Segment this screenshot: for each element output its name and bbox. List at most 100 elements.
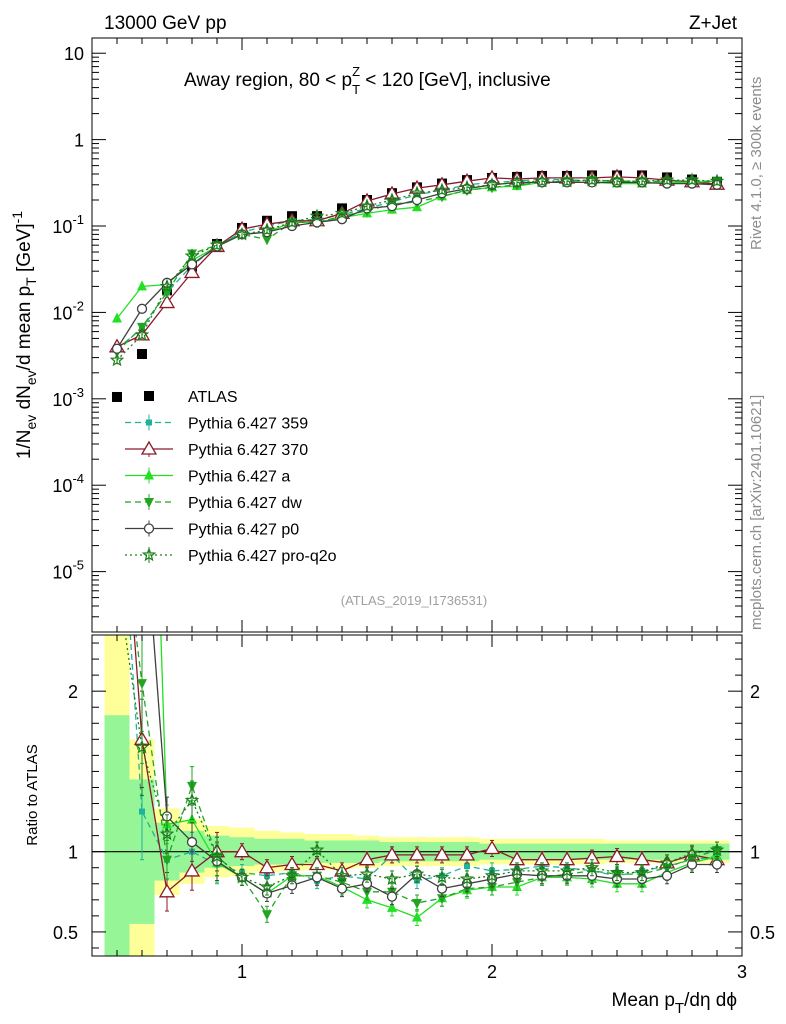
ratio-point-pythia-6-427-370 — [158, 883, 176, 898]
ratio-point-pythia-6-427-pro-q2o — [559, 863, 575, 878]
main-title-main: Away region, 80 < p — [184, 70, 352, 91]
ratio-point-pythia-6-427-pro-q2o — [634, 864, 650, 879]
legend-item-pythia-6-427-pro-q2o: Pythia 6.427 pro-q2o — [125, 547, 337, 565]
main-point-pythia-6-427-pro-q2o — [359, 198, 375, 213]
y-tick-label: 10-3 — [52, 385, 84, 410]
ratio-point-pythia-6-427-370 — [608, 848, 626, 863]
ratio-point-pythia-6-427-370 — [358, 851, 376, 866]
main-point-pythia-6-427-pro-q2o — [109, 352, 125, 367]
main-point-pythia-6-427-dw — [262, 235, 272, 246]
ratio-series-layer — [111, 43, 726, 927]
legend-marker — [141, 547, 157, 562]
ratio-point-pythia-6-427-p0 — [661, 870, 673, 881]
main-title-sup: Z — [352, 64, 360, 79]
main-point-pythia-6-427-pro-q2o — [209, 237, 225, 252]
legend-item-pythia-6-427-359: Pythia 6.427 359 — [125, 414, 308, 433]
y-tick-label: 10-1 — [52, 212, 84, 237]
ratio-point-pythia-6-427-pro-q2o — [384, 871, 400, 886]
ratio-y-tick-label-right: 1 — [750, 843, 760, 863]
ratio-point-pythia-6-427-pro-q2o — [159, 826, 175, 841]
main-title-tail: < 120 [GeV], inclusive — [360, 70, 551, 91]
main-point-atlas — [137, 349, 147, 360]
main-point-pythia-6-427-pro-q2o — [484, 177, 500, 191]
main-point-pythia-6-427-pro-q2o — [659, 172, 675, 187]
legend-item-pythia-6-427-p0: Pythia 6.427 p0 — [125, 520, 299, 539]
ratio-point-pythia-6-427-370 — [383, 846, 401, 861]
ratio-y-tick-label: 0.5 — [53, 923, 78, 943]
main-point-pythia-6-427-370 — [183, 264, 201, 279]
main-point-atlas — [112, 391, 122, 402]
main-point-pythia-6-427-pro-q2o — [534, 173, 550, 188]
main-point-pythia-6-427-pro-q2o — [334, 205, 350, 220]
ratio-y-tick-label: 2 — [68, 682, 78, 702]
main-point-pythia-6-427-pro-q2o — [684, 172, 700, 187]
legend-label: Pythia 6.427 370 — [188, 442, 308, 459]
ratio-point-pythia-6-427-pro-q2o — [284, 868, 300, 882]
main-point-pythia-6-427-pro-q2o — [309, 208, 325, 223]
ratio-point-pythia-6-427-a — [387, 901, 397, 912]
ratio-point-pythia-6-427-p0 — [711, 859, 723, 870]
legend-marker — [146, 419, 152, 426]
ratio-y-tick-label-right: 0.5 — [750, 923, 775, 943]
ratio-y-axis-label: Ratio to ATLAS — [24, 744, 41, 845]
ratio-y-tick-label: 1 — [68, 843, 78, 863]
ratio-point-pythia-6-427-370 — [433, 846, 451, 861]
main-point-pythia-6-427-pro-q2o — [159, 278, 175, 293]
rivet-version-label: Rivet 4.1.0, ≥ 300k events — [748, 77, 765, 250]
ratio-point-pythia-6-427-a — [412, 911, 422, 922]
main-point-pythia-6-427-pro-q2o — [559, 173, 575, 188]
main-point-pythia-6-427-pro-q2o — [584, 172, 600, 187]
y-tick-label: 10-2 — [52, 298, 84, 323]
ratio-y-tick-label-right: 2 — [750, 682, 760, 702]
energy-label: 13000 GeV pp — [104, 13, 227, 34]
main-point-pythia-6-427-pro-q2o — [509, 174, 525, 189]
legend-label: ATLAS — [188, 389, 238, 406]
ratio-point-pythia-6-427-pro-q2o — [309, 842, 325, 857]
legend-label: Pythia 6.427 p0 — [188, 522, 299, 539]
ratio-point-pythia-6-427-pro-q2o — [709, 842, 725, 857]
ratio-point-pythia-6-427-p0 — [311, 872, 323, 883]
legend-item-pythia-6-427-a: Pythia 6.427 a — [125, 467, 290, 486]
ratio-point-pythia-6-427-p0 — [186, 836, 198, 848]
legend-label: Pythia 6.427 dw — [188, 495, 302, 512]
legend-marker — [143, 523, 155, 534]
legend-label: Pythia 6.427 pro-q2o — [188, 548, 337, 565]
main-point-pythia-6-427-pro-q2o — [259, 222, 275, 237]
legend-marker — [144, 391, 154, 401]
main-point-pythia-6-427-pro-q2o — [184, 248, 200, 263]
process-label: Z+Jet — [689, 13, 738, 34]
y-tick-label: 1 — [74, 131, 84, 151]
ratio-point-pythia-6-427-dw — [512, 878, 522, 889]
main-point-pythia-6-427-370 — [158, 294, 176, 309]
main-point-pythia-6-427-pro-q2o — [234, 226, 250, 241]
ratio-point-pythia-6-427-pro-q2o — [484, 868, 500, 882]
legend-label: Pythia 6.427 a — [188, 469, 290, 486]
main-y-axis-label: 1/Nev dNev/d mean pT [GeV]-1 — [9, 211, 39, 459]
ratio-point-pythia-6-427-pro-q2o — [259, 879, 275, 894]
ratio-point-pythia-6-427-pro-q2o — [334, 868, 350, 882]
ratio-point-pythia-6-427-dw — [262, 910, 272, 921]
ratio-point-pythia-6-427-pro-q2o — [609, 864, 625, 879]
main-title: Away region, 80 < pTZ < 120 [GeV], inclu… — [184, 64, 551, 97]
main-point-pythia-6-427-a — [112, 312, 122, 323]
ratio-point-pythia-6-427-pro-q2o — [111, 573, 122, 584]
ratio-point-pythia-6-427-pro-q2o — [209, 848, 225, 863]
ratio-point-pythia-6-427-p0 — [386, 891, 398, 902]
main-point-pythia-6-427-pro-q2o — [134, 327, 150, 342]
legend: ATLAS Pythia 6.427 359 Pythia 6.427 370 Pyt… — [125, 389, 337, 565]
legend-marker — [140, 440, 158, 455]
ratio-point-pythia-6-427-pro-q2o — [359, 866, 375, 881]
ratio-band-inner — [104, 715, 130, 956]
ratio-point-pythia-6-427-p0 — [113, 430, 122, 439]
main-point-pythia-6-427-pro-q2o — [284, 214, 300, 229]
ratio-point-pythia-6-427-pro-q2o — [434, 869, 450, 884]
main-point-pythia-6-427-pro-q2o — [434, 182, 450, 197]
legend-item-pythia-6-427-370: Pythia 6.427 370 — [125, 440, 308, 459]
ratio-point-pythia-6-427-pro-q2o — [459, 871, 475, 886]
legend-marker — [144, 469, 154, 480]
legend-marker — [144, 498, 154, 508]
ratio-point-pythia-6-427-a — [137, 43, 147, 53]
ratio-point-pythia-6-427-359 — [139, 808, 145, 815]
ratio-point-pythia-6-427-pro-q2o — [659, 855, 675, 870]
